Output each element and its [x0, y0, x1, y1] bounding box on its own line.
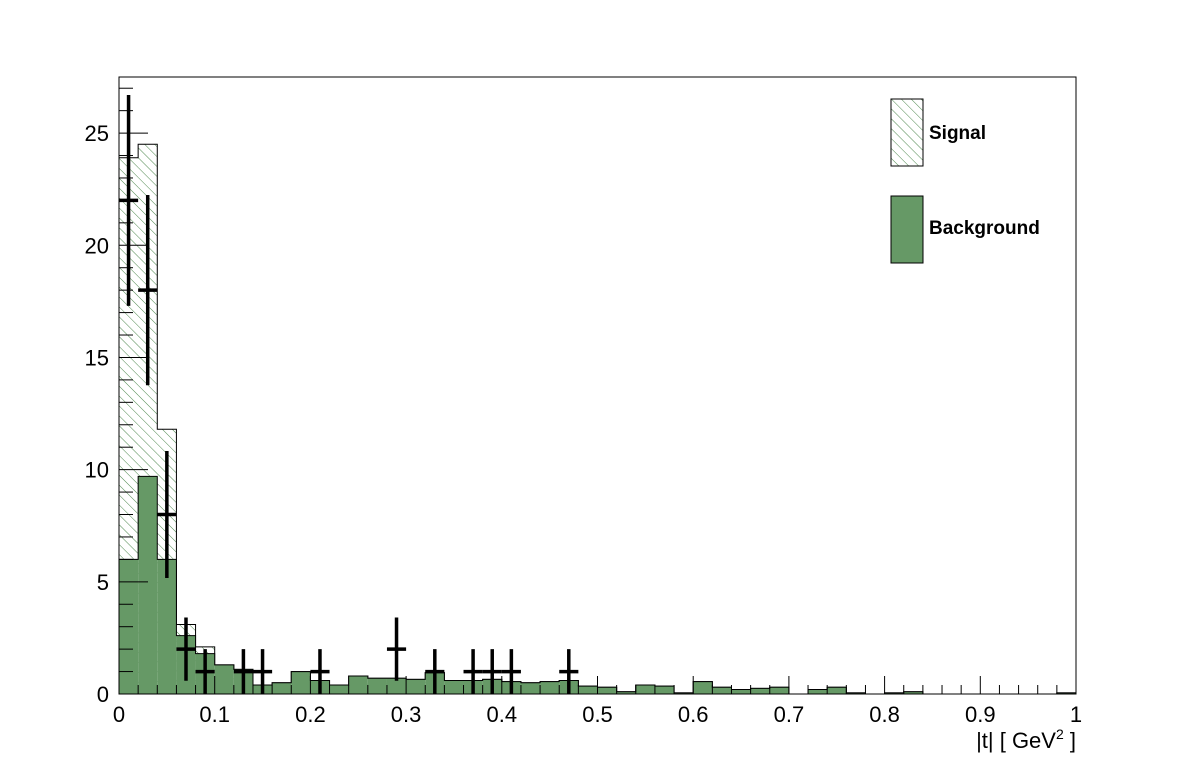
- background-bar: [157, 559, 177, 694]
- data-point: [559, 649, 579, 694]
- data-point: [463, 649, 483, 694]
- background-bar: [520, 682, 541, 694]
- background-bar: [291, 671, 311, 694]
- y-tick-label: 0: [97, 682, 109, 707]
- background-bar: [654, 686, 675, 694]
- background-bar: [616, 691, 636, 694]
- legend-label-signal: Signal: [929, 123, 986, 144]
- legend-label-background: Background: [929, 218, 1040, 239]
- data-point: [501, 649, 521, 694]
- x-axis: 0 0.1 0.2 0.3 0.4 0.5 0.6 0.7 0.8 0.9 1: [113, 676, 1082, 727]
- plot-frame: [118, 76, 1077, 695]
- x-axis-title-sup: 2: [1056, 726, 1064, 742]
- background-bar: [846, 692, 866, 694]
- x-tick-label: 0: [113, 702, 125, 727]
- x-tick-label: 0.1: [199, 702, 230, 727]
- y-tick-label: 5: [97, 570, 109, 595]
- x-tick-label: 0.8: [869, 702, 900, 727]
- data-point: [157, 451, 177, 579]
- x-tick-label: 0.9: [965, 702, 996, 727]
- background-bar: [444, 680, 464, 694]
- background-bar: [329, 685, 349, 694]
- y-axis: 0 5 10 15 20 25: [85, 87, 148, 707]
- background-bar: [272, 682, 292, 694]
- x-axis-title-main: |t| [ GeV: [976, 728, 1056, 753]
- background-bar: [827, 687, 847, 694]
- background-bar: [884, 692, 904, 694]
- background-bar: [578, 686, 598, 694]
- background-bar: [769, 687, 789, 694]
- x-tick-label: 0.4: [487, 702, 518, 727]
- x-axis-title: |t| [ GeV2 ]: [976, 726, 1076, 753]
- background-bar: [367, 678, 387, 694]
- y-tick-label: 20: [85, 233, 109, 258]
- data-point: [482, 649, 502, 694]
- background-bar: [808, 689, 828, 694]
- background-bar: [214, 664, 234, 694]
- background-bar: [540, 681, 560, 694]
- data-point: [252, 649, 273, 694]
- legend: Signal Background: [890, 98, 1040, 264]
- data-point: [233, 649, 253, 694]
- data-point: [176, 617, 196, 681]
- x-tick-label: 1: [1070, 702, 1082, 727]
- background-bar: [597, 687, 617, 694]
- data-point: [138, 195, 158, 386]
- data-point: [386, 617, 407, 681]
- x-tick-label: 0.2: [295, 702, 326, 727]
- y-tick-label: 25: [85, 121, 109, 146]
- y-tick-label: 15: [85, 345, 109, 370]
- x-tick-label: 0.7: [774, 702, 805, 727]
- legend-swatch-background: [890, 195, 924, 264]
- background-bar: [903, 691, 923, 694]
- background-bar: [138, 476, 158, 694]
- background-bar: [348, 676, 368, 694]
- plot-area: [118, 94, 1077, 695]
- y-tick-label: 10: [85, 458, 109, 483]
- legend-swatch-signal: [890, 98, 924, 167]
- background-bar: [731, 689, 751, 694]
- x-tick-label: 0.3: [391, 702, 422, 727]
- background-bar: [674, 692, 694, 694]
- x-tick-label: 0.5: [582, 702, 613, 727]
- background-bar: [693, 681, 713, 694]
- background-bar: [635, 685, 655, 694]
- x-tick-label: 0.6: [678, 702, 709, 727]
- data-point: [195, 649, 215, 694]
- background-bar: [1056, 692, 1076, 694]
- background-bar: [750, 688, 770, 694]
- background-bar: [386, 678, 407, 694]
- background-bar: [712, 687, 732, 694]
- data-point: [310, 649, 330, 694]
- x-axis-title-end: ]: [1064, 728, 1076, 753]
- data-point: [425, 649, 445, 694]
- background-bar: [406, 679, 426, 694]
